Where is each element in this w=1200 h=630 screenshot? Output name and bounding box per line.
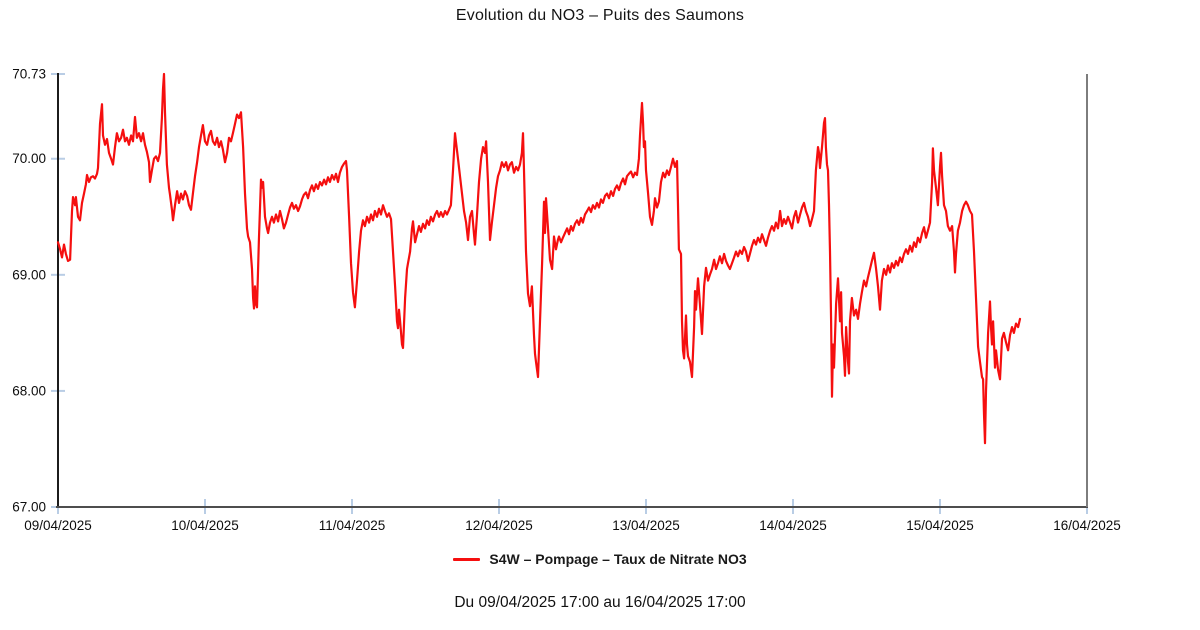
y-tick-label: 67.00 [12,500,46,515]
x-tick-label: 09/04/2025 [24,518,92,533]
y-tick-label: 68.00 [12,383,46,398]
y-tick-label: 70.00 [12,151,46,166]
x-tick-label: 12/04/2025 [465,518,533,533]
x-tick-label: 15/04/2025 [906,518,974,533]
x-tick-label: 14/04/2025 [759,518,827,533]
legend-line-swatch [453,557,481,561]
chart-title: Evolution du NO3 – Puits des Saumons [455,7,745,24]
y-tick-label: 70.73 [12,67,46,82]
series-line-s4w-no3 [56,72,1022,445]
x-tick-label: 10/04/2025 [171,518,239,533]
legend-series-label: S4W – Pompage – Taux de Nitrate NO3 [489,551,747,567]
x-tick-label: 16/04/2025 [1053,518,1121,533]
legend: S4W – Pompage – Taux de Nitrate NO3 [0,551,1200,567]
x-tick-label: 13/04/2025 [612,518,680,533]
date-range-subtitle: Du 09/04/2025 17:00 au 16/04/2025 17:00 [454,594,746,611]
x-tick-label: 11/04/2025 [319,518,386,533]
y-tick-label: 69.00 [12,267,46,282]
